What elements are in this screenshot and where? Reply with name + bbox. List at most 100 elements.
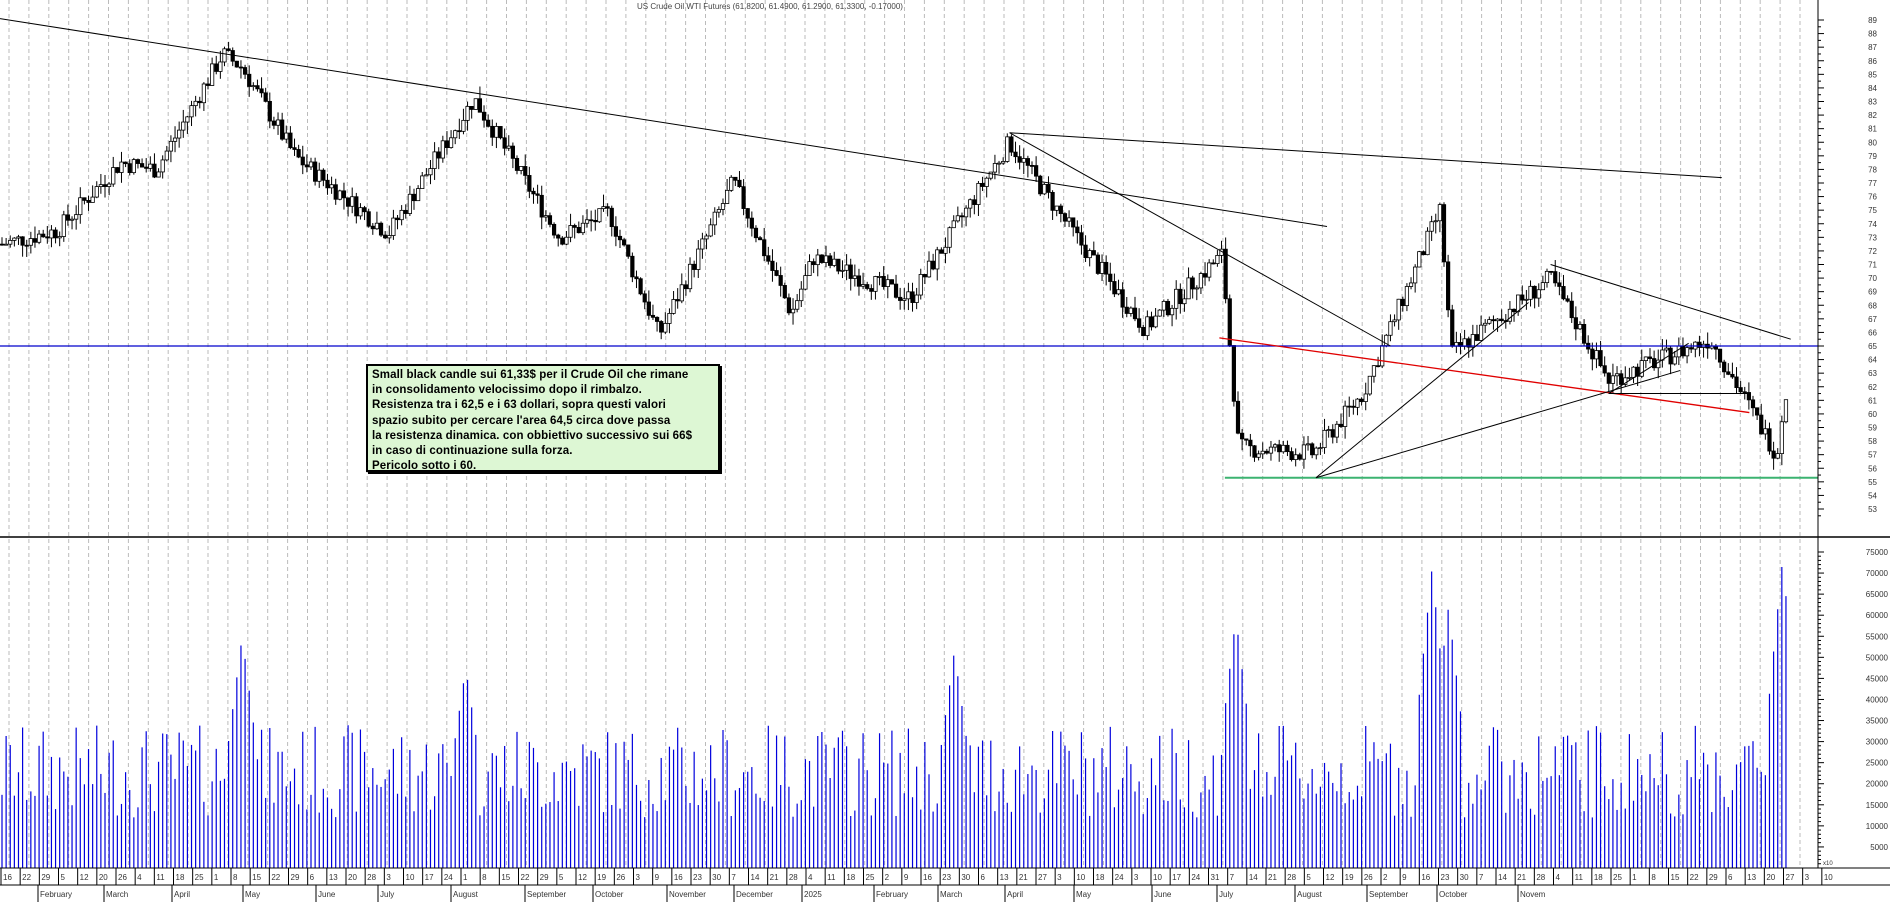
svg-text:76: 76 (1868, 193, 1877, 202)
svg-text:October: October (1439, 890, 1468, 899)
svg-text:December: December (736, 890, 773, 899)
svg-text:30: 30 (961, 873, 970, 882)
svg-text:6: 6 (981, 873, 986, 882)
annotation-line: Pericolo sotto i 60. (372, 460, 477, 473)
svg-text:65000: 65000 (1866, 590, 1889, 599)
svg-text:25: 25 (195, 873, 204, 882)
svg-text:10: 10 (1824, 873, 1833, 882)
svg-text:81: 81 (1868, 125, 1877, 134)
svg-text:20: 20 (99, 873, 108, 882)
svg-text:6: 6 (1728, 873, 1733, 882)
candlestick-series (0, 41, 1789, 470)
svg-text:73: 73 (1868, 233, 1877, 242)
svg-text:5: 5 (1306, 873, 1311, 882)
svg-text:1: 1 (214, 873, 219, 882)
svg-text:57: 57 (1868, 451, 1877, 460)
svg-text:14: 14 (751, 873, 760, 882)
svg-text:18: 18 (846, 873, 855, 882)
svg-text:78: 78 (1868, 165, 1877, 174)
svg-text:Novem: Novem (1520, 890, 1546, 899)
svg-text:18: 18 (176, 873, 185, 882)
svg-text:21: 21 (1019, 873, 1028, 882)
svg-text:18: 18 (1096, 873, 1105, 882)
svg-text:25: 25 (1613, 873, 1622, 882)
svg-text:23: 23 (693, 873, 702, 882)
svg-text:26: 26 (1364, 873, 1373, 882)
svg-text:60: 60 (1868, 410, 1877, 419)
svg-text:16: 16 (674, 873, 683, 882)
svg-text:82: 82 (1868, 111, 1877, 120)
svg-text:28: 28 (1536, 873, 1545, 882)
svg-text:June: June (1154, 890, 1172, 899)
svg-text:2025: 2025 (804, 890, 822, 899)
svg-text:4: 4 (137, 873, 142, 882)
svg-text:25000: 25000 (1866, 759, 1889, 768)
svg-text:79: 79 (1868, 152, 1877, 161)
svg-text:May: May (1076, 890, 1091, 899)
svg-text:75000: 75000 (1866, 548, 1889, 557)
svg-text:24: 24 (1191, 873, 1200, 882)
svg-text:15: 15 (501, 873, 510, 882)
svg-text:20000: 20000 (1866, 780, 1889, 789)
svg-text:13: 13 (1747, 873, 1756, 882)
svg-text:3: 3 (386, 873, 391, 882)
svg-text:27: 27 (1038, 873, 1047, 882)
svg-text:30: 30 (712, 873, 721, 882)
svg-text:80: 80 (1868, 138, 1877, 147)
annotation-line: la resistenza dinamica. con obbiettivo s… (372, 429, 693, 442)
svg-text:40000: 40000 (1866, 695, 1889, 704)
svg-text:45000: 45000 (1866, 674, 1889, 683)
svg-text:27: 27 (1786, 873, 1795, 882)
svg-text:21: 21 (770, 873, 779, 882)
svg-text:86: 86 (1868, 57, 1877, 66)
svg-text:65: 65 (1868, 342, 1877, 351)
svg-text:November: November (669, 890, 706, 899)
svg-text:12: 12 (578, 873, 587, 882)
svg-text:75: 75 (1868, 206, 1877, 215)
svg-text:68: 68 (1868, 301, 1877, 310)
svg-text:17: 17 (425, 873, 434, 882)
svg-text:20: 20 (1766, 873, 1775, 882)
svg-text:15: 15 (252, 873, 261, 882)
svg-text:3: 3 (1134, 873, 1139, 882)
svg-text:10: 10 (1076, 873, 1085, 882)
svg-text:59: 59 (1868, 424, 1877, 433)
svg-text:9: 9 (904, 873, 909, 882)
svg-text:62: 62 (1868, 383, 1877, 392)
svg-text:9: 9 (1402, 873, 1407, 882)
annotation-line: in consolidamento velocissimo dopo il ri… (372, 384, 642, 397)
svg-text:19: 19 (597, 873, 606, 882)
svg-text:February: February (40, 890, 72, 899)
svg-text:16: 16 (3, 873, 12, 882)
svg-text:14: 14 (1498, 873, 1507, 882)
svg-text:60000: 60000 (1866, 611, 1889, 620)
svg-text:September: September (527, 890, 566, 899)
svg-text:2: 2 (885, 873, 890, 882)
svg-text:11: 11 (156, 873, 165, 882)
svg-text:55: 55 (1868, 478, 1877, 487)
svg-text:69: 69 (1868, 288, 1877, 297)
svg-text:15000: 15000 (1866, 801, 1889, 810)
svg-text:July: July (1219, 890, 1233, 899)
svg-text:56: 56 (1868, 464, 1877, 473)
svg-text:July: July (380, 890, 394, 899)
svg-text:29: 29 (41, 873, 50, 882)
svg-text:35000: 35000 (1866, 717, 1889, 726)
svg-text:September: September (1369, 890, 1408, 899)
svg-text:84: 84 (1868, 84, 1877, 93)
svg-text:87: 87 (1868, 43, 1877, 52)
annotation-line: in caso di continuazione sulla forza. (372, 445, 573, 458)
svg-text:64: 64 (1868, 356, 1877, 365)
svg-text:x10: x10 (1823, 861, 1833, 867)
svg-text:23: 23 (1441, 873, 1450, 882)
svg-text:3: 3 (1805, 873, 1810, 882)
svg-text:19: 19 (1345, 873, 1354, 882)
svg-text:8: 8 (233, 873, 238, 882)
svg-text:17: 17 (1172, 873, 1181, 882)
svg-text:85: 85 (1868, 70, 1877, 79)
svg-text:67: 67 (1868, 315, 1877, 324)
svg-text:28: 28 (789, 873, 798, 882)
svg-text:20: 20 (348, 873, 357, 882)
svg-text:13: 13 (1000, 873, 1009, 882)
svg-text:15: 15 (1671, 873, 1680, 882)
